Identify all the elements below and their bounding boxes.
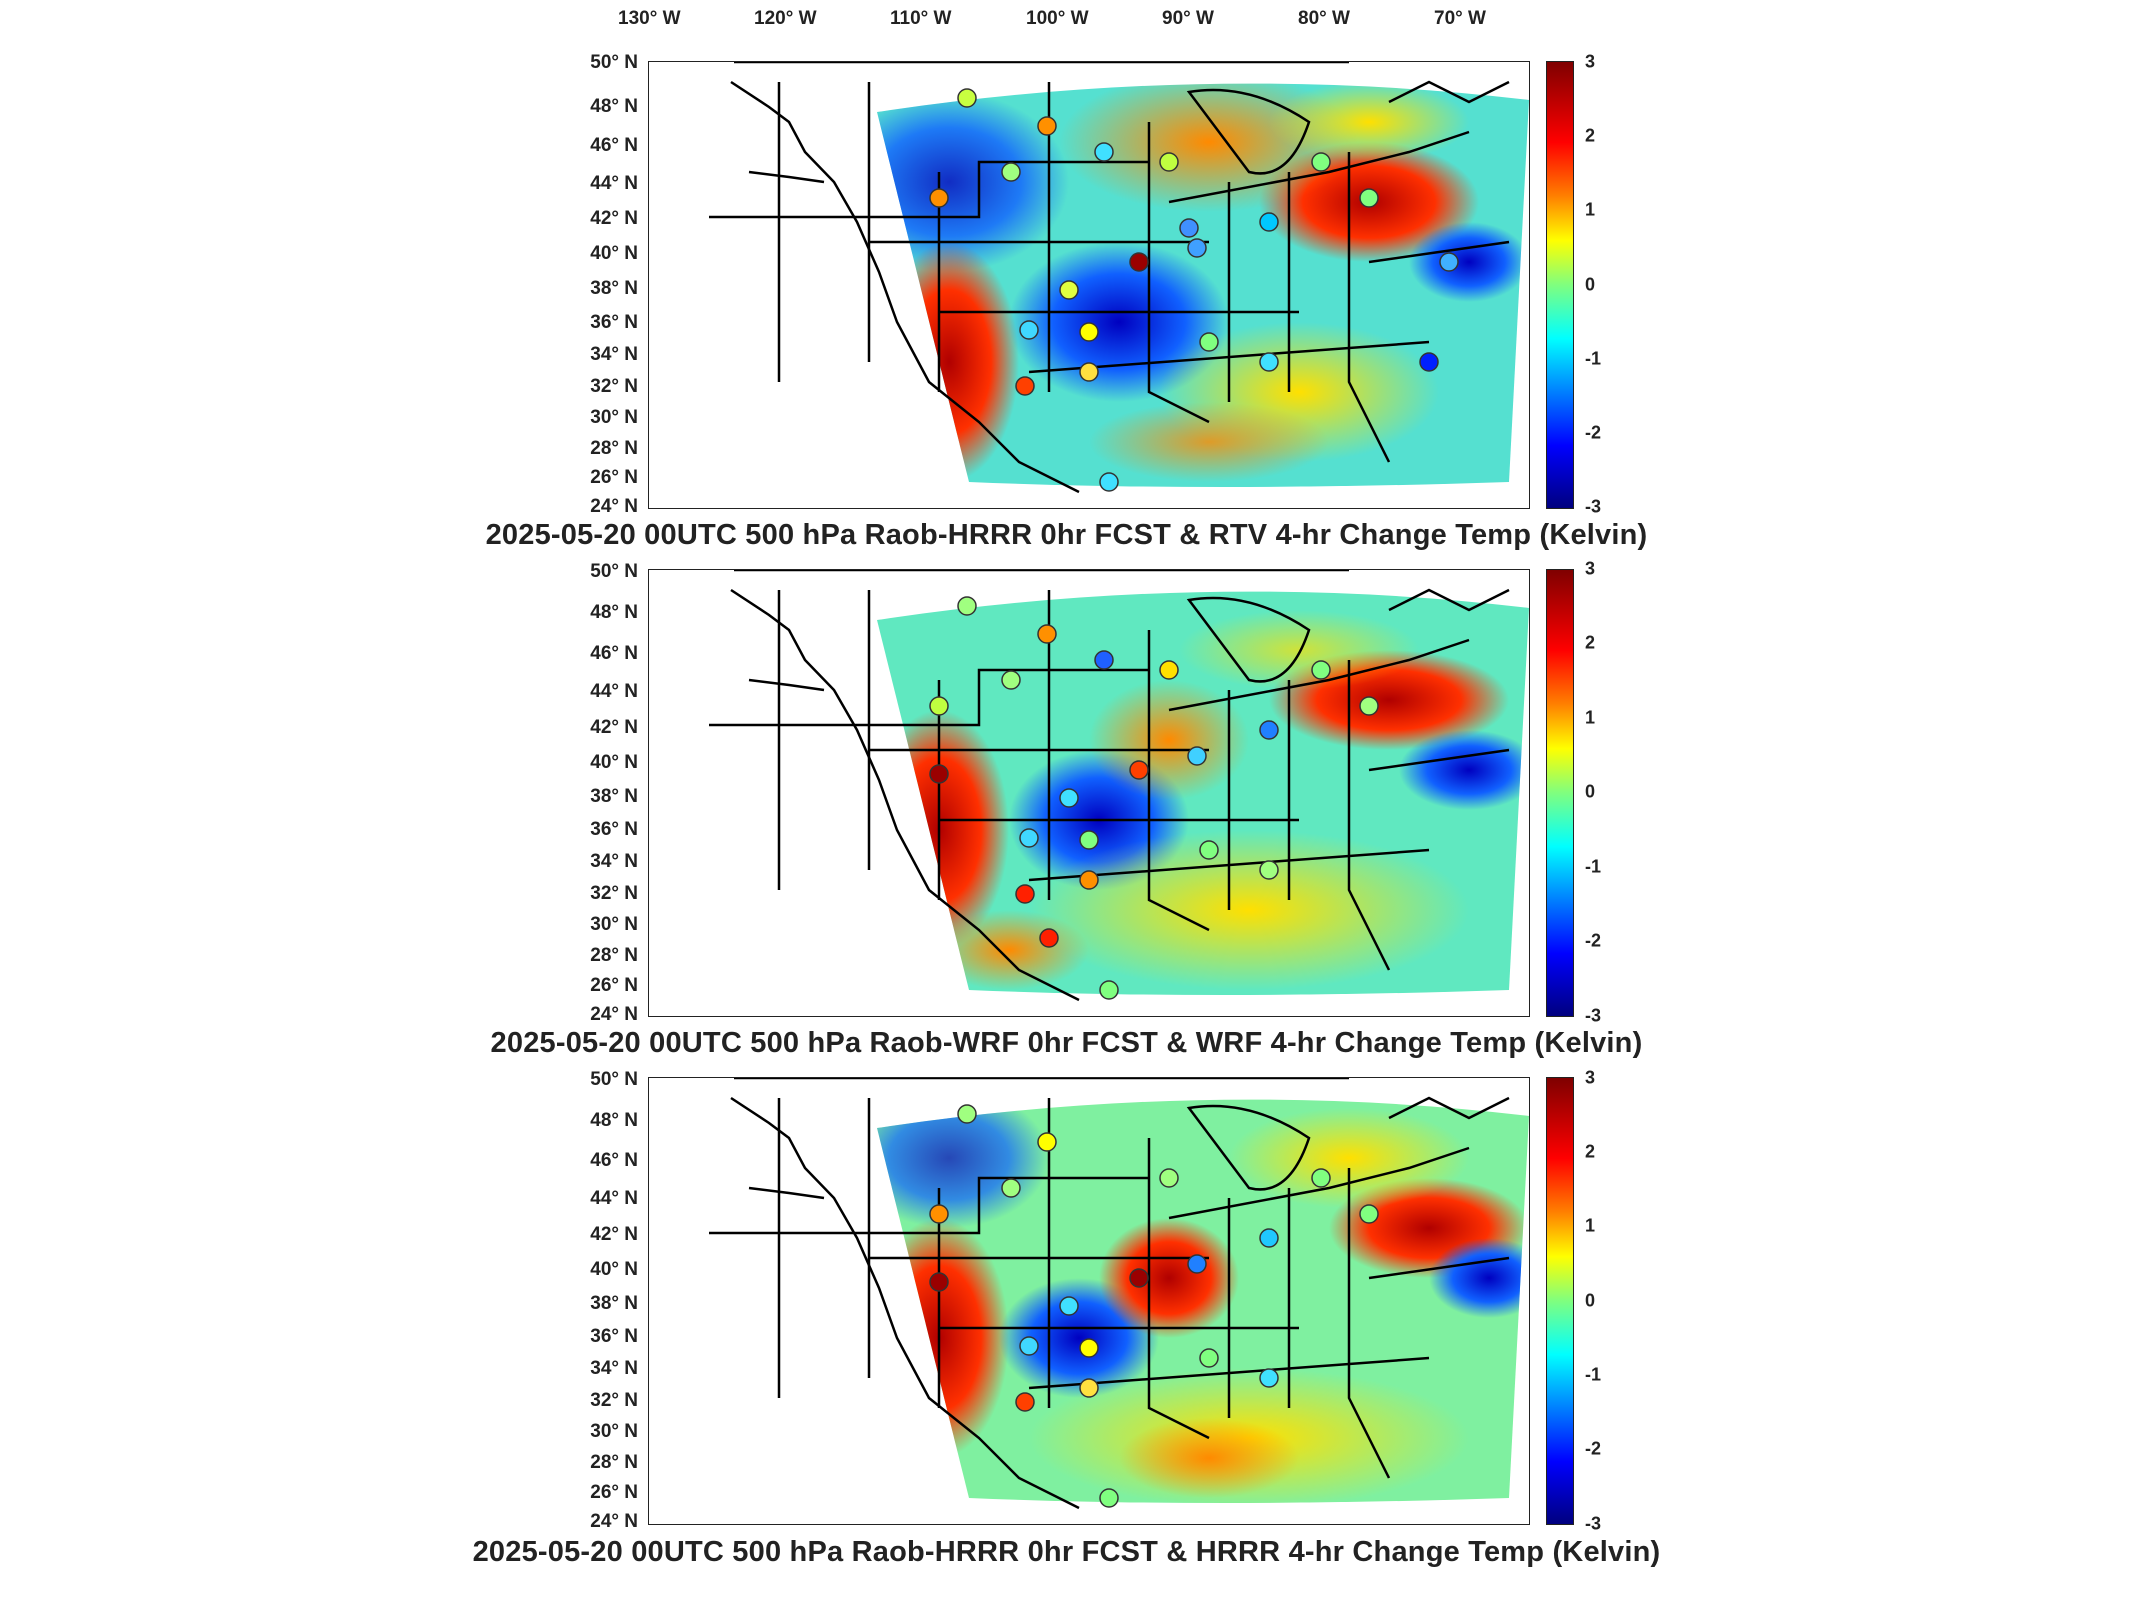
lat-label: 42° N — [590, 1224, 638, 1245]
lat-label: 32° N — [590, 1390, 638, 1411]
colorbar-tick: -2 — [1585, 930, 1602, 951]
lat-label: 50° N — [590, 561, 638, 582]
lat-label: 40° N — [590, 1259, 638, 1280]
colorbar-tick: -2 — [1585, 422, 1602, 443]
raob-stations — [929, 88, 1459, 492]
temperature-field-map — [709, 62, 1529, 494]
raob-stations — [929, 1104, 1379, 1508]
map-plot-area[interactable] — [648, 569, 1530, 1017]
lon-label: 120° W — [754, 8, 817, 29]
lat-label: 50° N — [590, 52, 638, 73]
colorbar-tick: 0 — [1585, 781, 1596, 802]
colorbar-tick: 1 — [1585, 707, 1596, 728]
lat-label: 28° N — [590, 945, 638, 966]
lat-label: 30° N — [590, 1421, 638, 1442]
lat-label: 40° N — [590, 752, 638, 773]
colorbar-tick: 0 — [1585, 274, 1596, 295]
lat-label: 42° N — [590, 208, 638, 229]
lat-label: 24° N — [590, 1004, 638, 1025]
map-plot-area[interactable] — [648, 1077, 1530, 1525]
colorbar-tick: -3 — [1585, 496, 1602, 517]
lon-label: 70° W — [1434, 8, 1486, 29]
temperature-field-map — [709, 1078, 1529, 1510]
lat-label: 36° N — [590, 312, 638, 333]
state-boundaries — [709, 62, 1510, 494]
colorbar-tick: 0 — [1585, 1290, 1596, 1311]
lat-label: 48° N — [590, 1110, 638, 1131]
lon-label: 80° W — [1298, 8, 1350, 29]
colorbar-tick: 2 — [1585, 632, 1596, 653]
colorbar-tick: 2 — [1585, 1141, 1596, 1162]
colorbar-tick: 3 — [1585, 1067, 1596, 1088]
lat-label: 26° N — [590, 975, 638, 996]
model-domain-field — [877, 83, 1529, 487]
panel-title: 2025-05-20 00UTC 500 hPa Raob-HRRR 0hr F… — [485, 519, 1648, 551]
lat-label: 32° N — [590, 376, 638, 397]
lat-label: 44° N — [590, 1188, 638, 1209]
lat-label: 28° N — [590, 1452, 638, 1473]
lon-label: 110° W — [890, 8, 952, 29]
lat-label: 46° N — [590, 1150, 638, 1171]
colorbar — [1546, 61, 1574, 509]
lon-label: 100° W — [1026, 8, 1089, 29]
model-domain-field — [877, 1099, 1529, 1503]
lat-label: 26° N — [590, 1482, 638, 1503]
colorbar-tick: 2 — [1585, 125, 1596, 146]
panel-title: 2025-05-20 00UTC 500 hPa Raob-HRRR 0hr F… — [472, 1536, 1661, 1568]
lat-label: 34° N — [590, 851, 638, 872]
colorbar — [1546, 1077, 1574, 1525]
lon-label: 130° W — [618, 8, 681, 29]
colorbar-tick: 1 — [1585, 1215, 1596, 1236]
colorbar-tick: -2 — [1585, 1438, 1602, 1459]
lat-label: 38° N — [590, 786, 638, 807]
colorbar-tick: -3 — [1585, 1005, 1602, 1026]
lat-label: 32° N — [590, 883, 638, 904]
lat-label: 36° N — [590, 819, 638, 840]
lat-label: 28° N — [590, 438, 638, 459]
lat-label: 46° N — [590, 643, 638, 664]
lat-label: 48° N — [590, 96, 638, 117]
lat-label: 24° N — [590, 496, 638, 517]
lat-label: 36° N — [590, 1326, 638, 1347]
lon-label: 90° W — [1162, 8, 1214, 29]
map-plot-area[interactable] — [648, 61, 1530, 509]
lat-label: 44° N — [590, 681, 638, 702]
lat-label: 24° N — [590, 1511, 638, 1532]
panel-title: 2025-05-20 00UTC 500 hPa Raob-WRF 0hr FC… — [490, 1027, 1643, 1059]
lat-label: 42° N — [590, 717, 638, 738]
raob-stations — [929, 596, 1379, 1000]
temperature-field-map — [709, 570, 1529, 1002]
lat-label: 38° N — [590, 278, 638, 299]
colorbar-tick: 3 — [1585, 51, 1596, 72]
model-domain-field — [877, 591, 1529, 995]
lat-label: 26° N — [590, 467, 638, 488]
colorbar-tick: -1 — [1585, 856, 1602, 877]
lat-label: 44° N — [590, 173, 638, 194]
lat-label: 34° N — [590, 344, 638, 365]
lat-label: 30° N — [590, 407, 638, 428]
lat-label: 46° N — [590, 135, 638, 156]
colorbar-tick: -1 — [1585, 1364, 1602, 1385]
lat-label: 38° N — [590, 1293, 638, 1314]
colorbar-tick: -3 — [1585, 1513, 1602, 1534]
colorbar-tick: 1 — [1585, 199, 1596, 220]
colorbar-tick: -1 — [1585, 348, 1602, 369]
lat-label: 48° N — [590, 602, 638, 623]
lat-label: 40° N — [590, 243, 638, 264]
colorbar-tick: 3 — [1585, 558, 1596, 579]
lat-label: 30° N — [590, 914, 638, 935]
colorbar — [1546, 569, 1574, 1017]
lat-label: 50° N — [590, 1069, 638, 1090]
lat-label: 34° N — [590, 1358, 638, 1379]
